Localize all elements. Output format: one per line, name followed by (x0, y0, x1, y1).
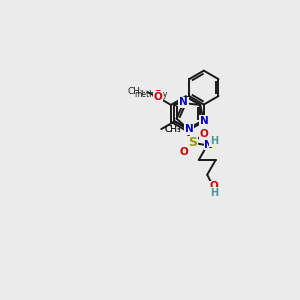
Text: N: N (204, 140, 213, 150)
Text: O: O (179, 147, 188, 157)
Text: O: O (199, 129, 208, 139)
Text: H: H (210, 136, 218, 146)
Text: H: H (210, 136, 218, 146)
Text: N: N (200, 116, 209, 126)
Text: H: H (210, 188, 218, 197)
Text: N: N (179, 98, 188, 107)
Text: O: O (153, 90, 162, 100)
Text: O: O (199, 129, 208, 139)
Text: H: H (210, 188, 218, 197)
Text: O: O (179, 147, 188, 157)
Text: N: N (204, 140, 213, 150)
Text: S: S (188, 136, 197, 149)
Text: N: N (200, 116, 209, 126)
Text: S: S (188, 136, 197, 149)
Text: O: O (153, 92, 162, 101)
Text: CH₃: CH₃ (164, 124, 181, 134)
Text: N: N (179, 98, 188, 107)
Text: methoxy: methoxy (134, 91, 168, 100)
Text: O: O (153, 92, 162, 101)
Text: O: O (209, 182, 218, 191)
Text: O: O (154, 91, 163, 101)
Text: N: N (185, 124, 194, 134)
Text: O: O (209, 182, 218, 191)
Text: CH₃: CH₃ (128, 87, 145, 96)
Text: N: N (185, 124, 194, 134)
Text: CH₃: CH₃ (164, 124, 181, 134)
